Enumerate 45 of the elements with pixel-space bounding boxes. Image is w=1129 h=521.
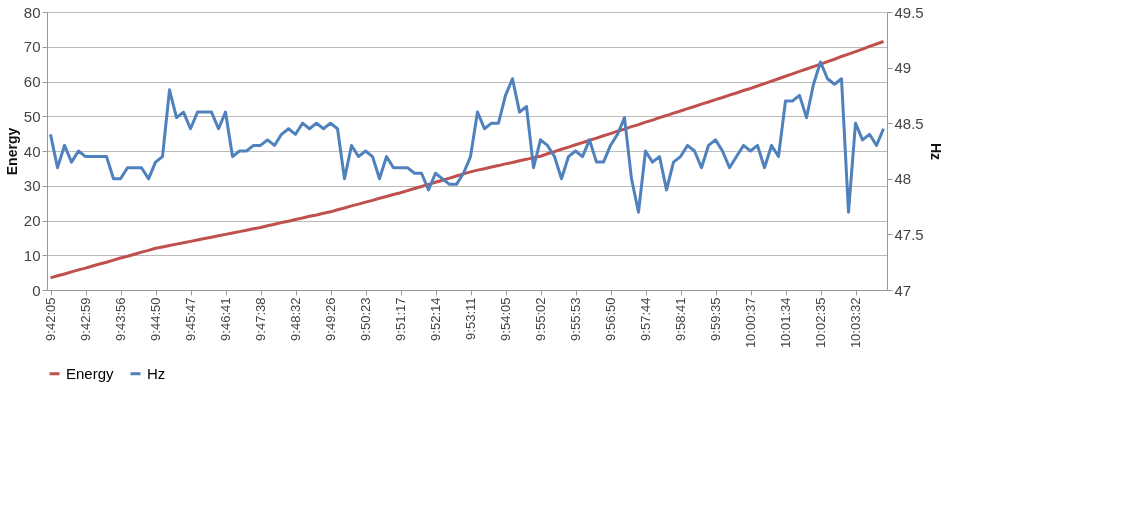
x-tick-label: 10:02:35 (813, 297, 828, 349)
x-tick-label: 9:59:35 (708, 297, 723, 341)
x-tick-label: 9:56:50 (603, 297, 618, 341)
x-tick-label: 9:50:23 (358, 297, 373, 341)
x-tick-label: 9:58:41 (673, 297, 688, 341)
x-tick-label: 9:47:38 (253, 297, 268, 341)
x-tick-label: 9:49:26 (323, 297, 338, 341)
y-tick-label: 10 (23, 246, 41, 264)
x-tick-label: 9:42:59 (78, 297, 93, 341)
x-tick-label: 10:01:34 (778, 297, 793, 349)
y-tick-label: 80 (23, 3, 41, 21)
y2-tick-label: 49 (894, 59, 912, 77)
legend-label: Energy (66, 364, 115, 382)
x-tick-label: 9:52:14 (428, 297, 443, 341)
line-series (49, 60, 885, 214)
y-tick-label: 0 (32, 281, 41, 299)
legend-label: Hz (147, 364, 166, 382)
x-tick-label: 10:03:32 (848, 297, 863, 349)
y2-tick-label: 48.5 (894, 114, 924, 132)
x-tick-label: 9:54:05 (498, 297, 513, 341)
x-tick-label: 9:45:47 (183, 297, 198, 341)
y2-tick-label: 49.5 (894, 3, 924, 21)
x-tick-label: 9:57:44 (638, 297, 653, 341)
x-tick-label: 9:43:56 (113, 297, 128, 341)
x-tick-label: 9:53:11 (463, 297, 478, 340)
y-tick-label: 60 (23, 73, 41, 90)
x-tick-label: 9:46:41 (218, 297, 233, 341)
y-axis-title: Energy (3, 127, 20, 176)
y2-axis-title: Hz (927, 142, 944, 161)
y2-tick-label: 47.5 (894, 225, 924, 243)
y-tick-label: 70 (23, 38, 41, 56)
y2-tick-label: 47 (894, 281, 912, 299)
x-tick-label: 9:42:05 (43, 297, 58, 341)
y-tick-label: 20 (23, 212, 41, 229)
y-tick-label: 40 (23, 142, 41, 160)
x-tick-label: 9:44:50 (148, 297, 163, 341)
y-tick-label: 30 (23, 177, 41, 195)
x-tick-label: 10:00:37 (743, 297, 758, 349)
y-tick-label: 50 (23, 107, 41, 125)
x-tick-label: 9:48:32 (288, 297, 303, 341)
x-tick-label: 9:55:02 (533, 297, 548, 341)
line-series (49, 40, 885, 280)
x-tick-label: 9:51:17 (393, 297, 408, 341)
y2-tick-label: 48 (894, 170, 912, 188)
x-tick-label: 9:55:53 (568, 297, 583, 341)
